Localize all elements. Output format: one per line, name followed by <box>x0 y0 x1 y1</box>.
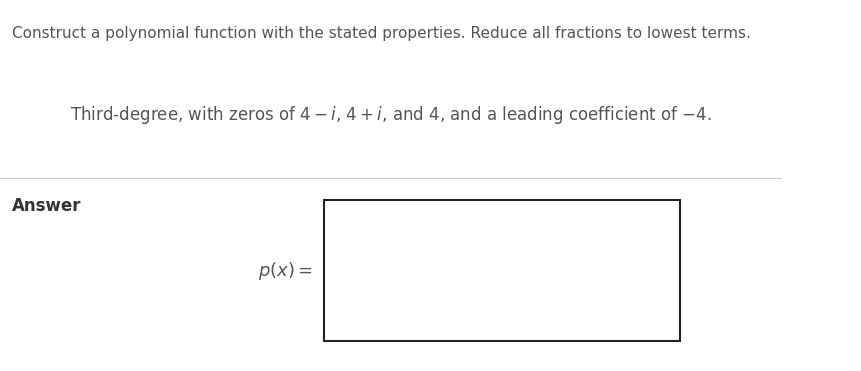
Text: Third-degree, with zeros of $4-i$, $4+i$, and 4, and a leading coefficient of $-: Third-degree, with zeros of $4-i$, $4+i$… <box>70 104 710 126</box>
Text: $p(x) =$: $p(x) =$ <box>257 260 312 282</box>
Text: Answer: Answer <box>12 197 81 215</box>
FancyBboxPatch shape <box>324 200 678 341</box>
Text: Construct a polynomial function with the stated properties. Reduce all fractions: Construct a polynomial function with the… <box>12 26 750 41</box>
